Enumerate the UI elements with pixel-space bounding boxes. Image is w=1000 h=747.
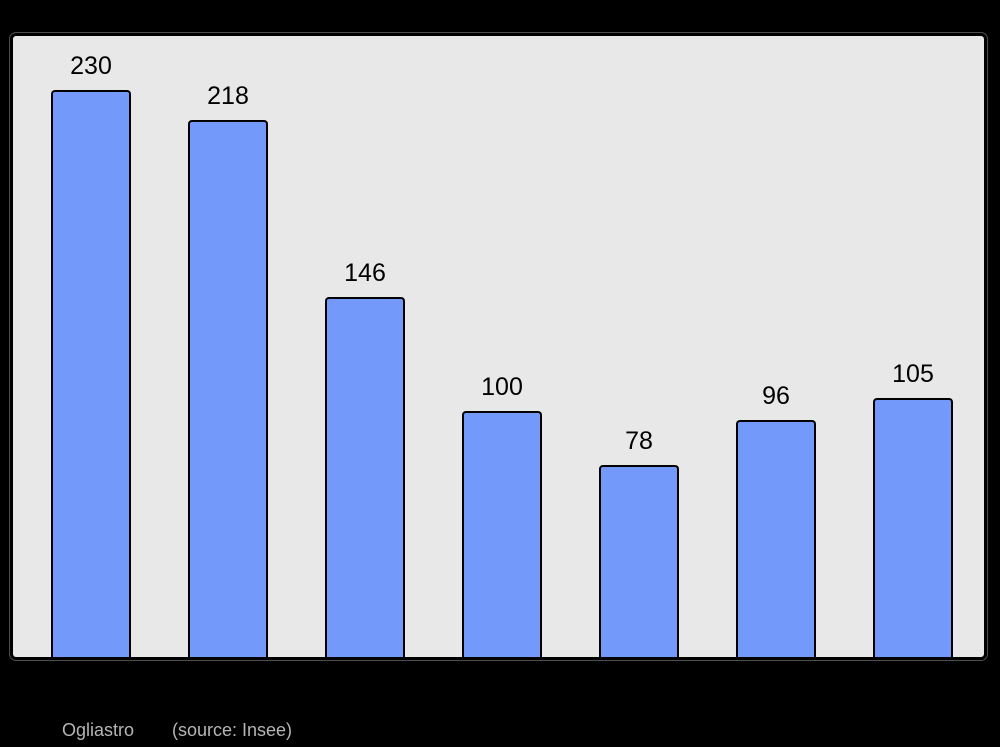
bar-value-label: 146 [344,258,386,287]
bar [188,120,268,657]
chart-caption: Ogliastro (source: Insee) [0,718,1000,744]
bar [599,465,679,657]
caption-title: Ogliastro [62,720,135,740]
bar [325,297,405,657]
bar-value-label: 218 [207,81,249,110]
bar-value-label: 230 [70,51,112,80]
bar-value-label: 100 [481,372,523,401]
bar [51,90,131,657]
bar-value-label: 105 [892,359,934,388]
caption-source: (source: Insee) [172,720,293,740]
bar-value-label: 96 [762,381,790,410]
bar [462,411,542,657]
plot-area: 230 218 146 100 78 96 105 [10,33,987,660]
bar [873,398,953,657]
bar-value-label: 78 [625,426,653,455]
bar [736,420,816,657]
